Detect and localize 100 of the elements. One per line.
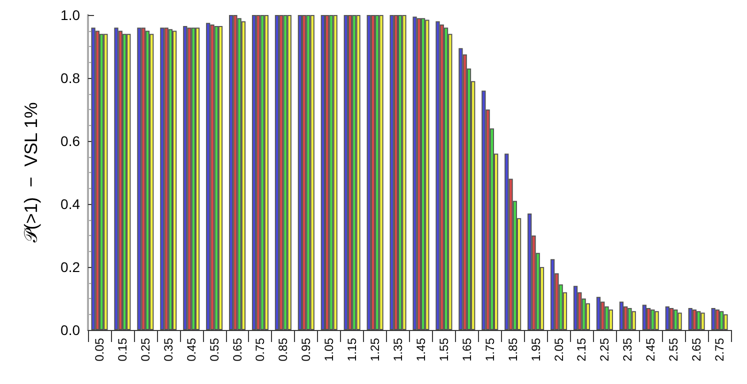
bar [642,304,646,330]
bar [398,15,402,330]
bar [99,34,104,330]
bar [233,15,238,330]
bar [214,26,218,330]
bar [344,15,348,330]
x-tick-label: 2.05 [552,338,566,362]
x-tick-label: 1.95 [528,338,543,362]
bar [370,15,376,330]
bar [264,15,268,330]
x-tick-label: 0.85 [276,338,290,362]
bar [596,296,601,330]
bar [95,30,100,330]
x-tick-label: 2.25 [598,338,612,362]
bar [608,310,613,330]
bar [394,15,398,330]
bar [302,15,306,330]
bar [720,311,724,330]
bar [402,15,406,330]
bar [696,311,701,330]
x-tick-label: 1.55 [436,338,451,362]
bar [711,308,716,330]
bar [379,15,384,330]
x-tick-label: 1.15 [345,338,360,362]
x-tick-label: 2.65 [690,338,704,362]
bar [141,28,146,330]
y-tick-label: 0.6 [60,133,80,149]
bar [390,15,394,330]
x-tick-label: 1.75 [482,338,497,362]
bar [333,15,338,330]
bar [420,18,426,330]
bar [126,34,131,330]
bar [91,28,96,330]
bar [122,34,127,330]
bar [444,28,448,330]
bar [183,26,188,330]
x-tick-label: 1.35 [391,338,406,362]
bar [164,28,168,330]
bar [187,28,192,330]
bar [306,15,310,330]
bar [150,34,154,330]
x-tick-label: 0.05 [92,338,106,362]
x-tick-label: 2.15 [574,338,589,362]
bar [632,311,636,330]
bar [287,15,292,330]
y-tick-label: 0.0 [60,322,80,338]
x-tick-label: 2.55 [666,338,681,362]
bar [669,308,674,330]
bar [650,310,655,330]
bar [352,15,356,330]
bar [172,30,177,330]
x-tick-label: 0.75 [253,338,268,362]
bar [252,15,256,330]
bar [348,15,352,330]
bar [356,15,360,330]
bar [218,26,223,330]
bar [375,15,380,330]
bar [692,310,697,330]
bar [279,15,284,330]
bar [678,312,682,330]
bar [114,28,118,330]
x-tick-label: 2.45 [644,338,658,362]
bar [550,259,555,330]
x-tick-label: 0.55 [207,338,222,362]
bar [298,15,302,330]
x-tick-label: 1.65 [460,338,474,362]
bar [628,308,632,330]
bar [412,16,417,330]
bar [654,311,659,330]
bar [436,21,440,330]
bar [137,28,142,330]
bar [310,15,314,330]
bar [665,306,670,330]
x-tick-label: 1.45 [414,338,428,362]
bar [366,15,371,330]
bar [160,28,164,330]
y-tick-label: 0.4 [60,196,80,212]
y-tick-label: 1.0 [60,7,80,23]
bar [145,30,150,330]
bar [724,314,728,330]
bar [329,15,334,330]
bar [168,29,173,330]
bar [440,24,444,330]
bar [237,18,242,330]
bar [260,15,264,330]
bar [191,28,196,330]
x-tick-label: 0.45 [184,338,198,362]
bar [504,154,509,330]
bar [528,213,532,330]
bar [229,15,234,330]
bar [715,310,720,330]
y-tick-label: 0.8 [60,70,80,86]
x-tick-label: 0.25 [138,338,152,362]
x-tick-label: 1.85 [506,338,520,362]
bar [206,22,210,330]
bar [118,30,122,330]
x-tick-label: 0.15 [115,338,130,362]
bar [416,18,421,330]
x-tick-label: 0.95 [299,338,314,362]
bar [458,48,463,330]
